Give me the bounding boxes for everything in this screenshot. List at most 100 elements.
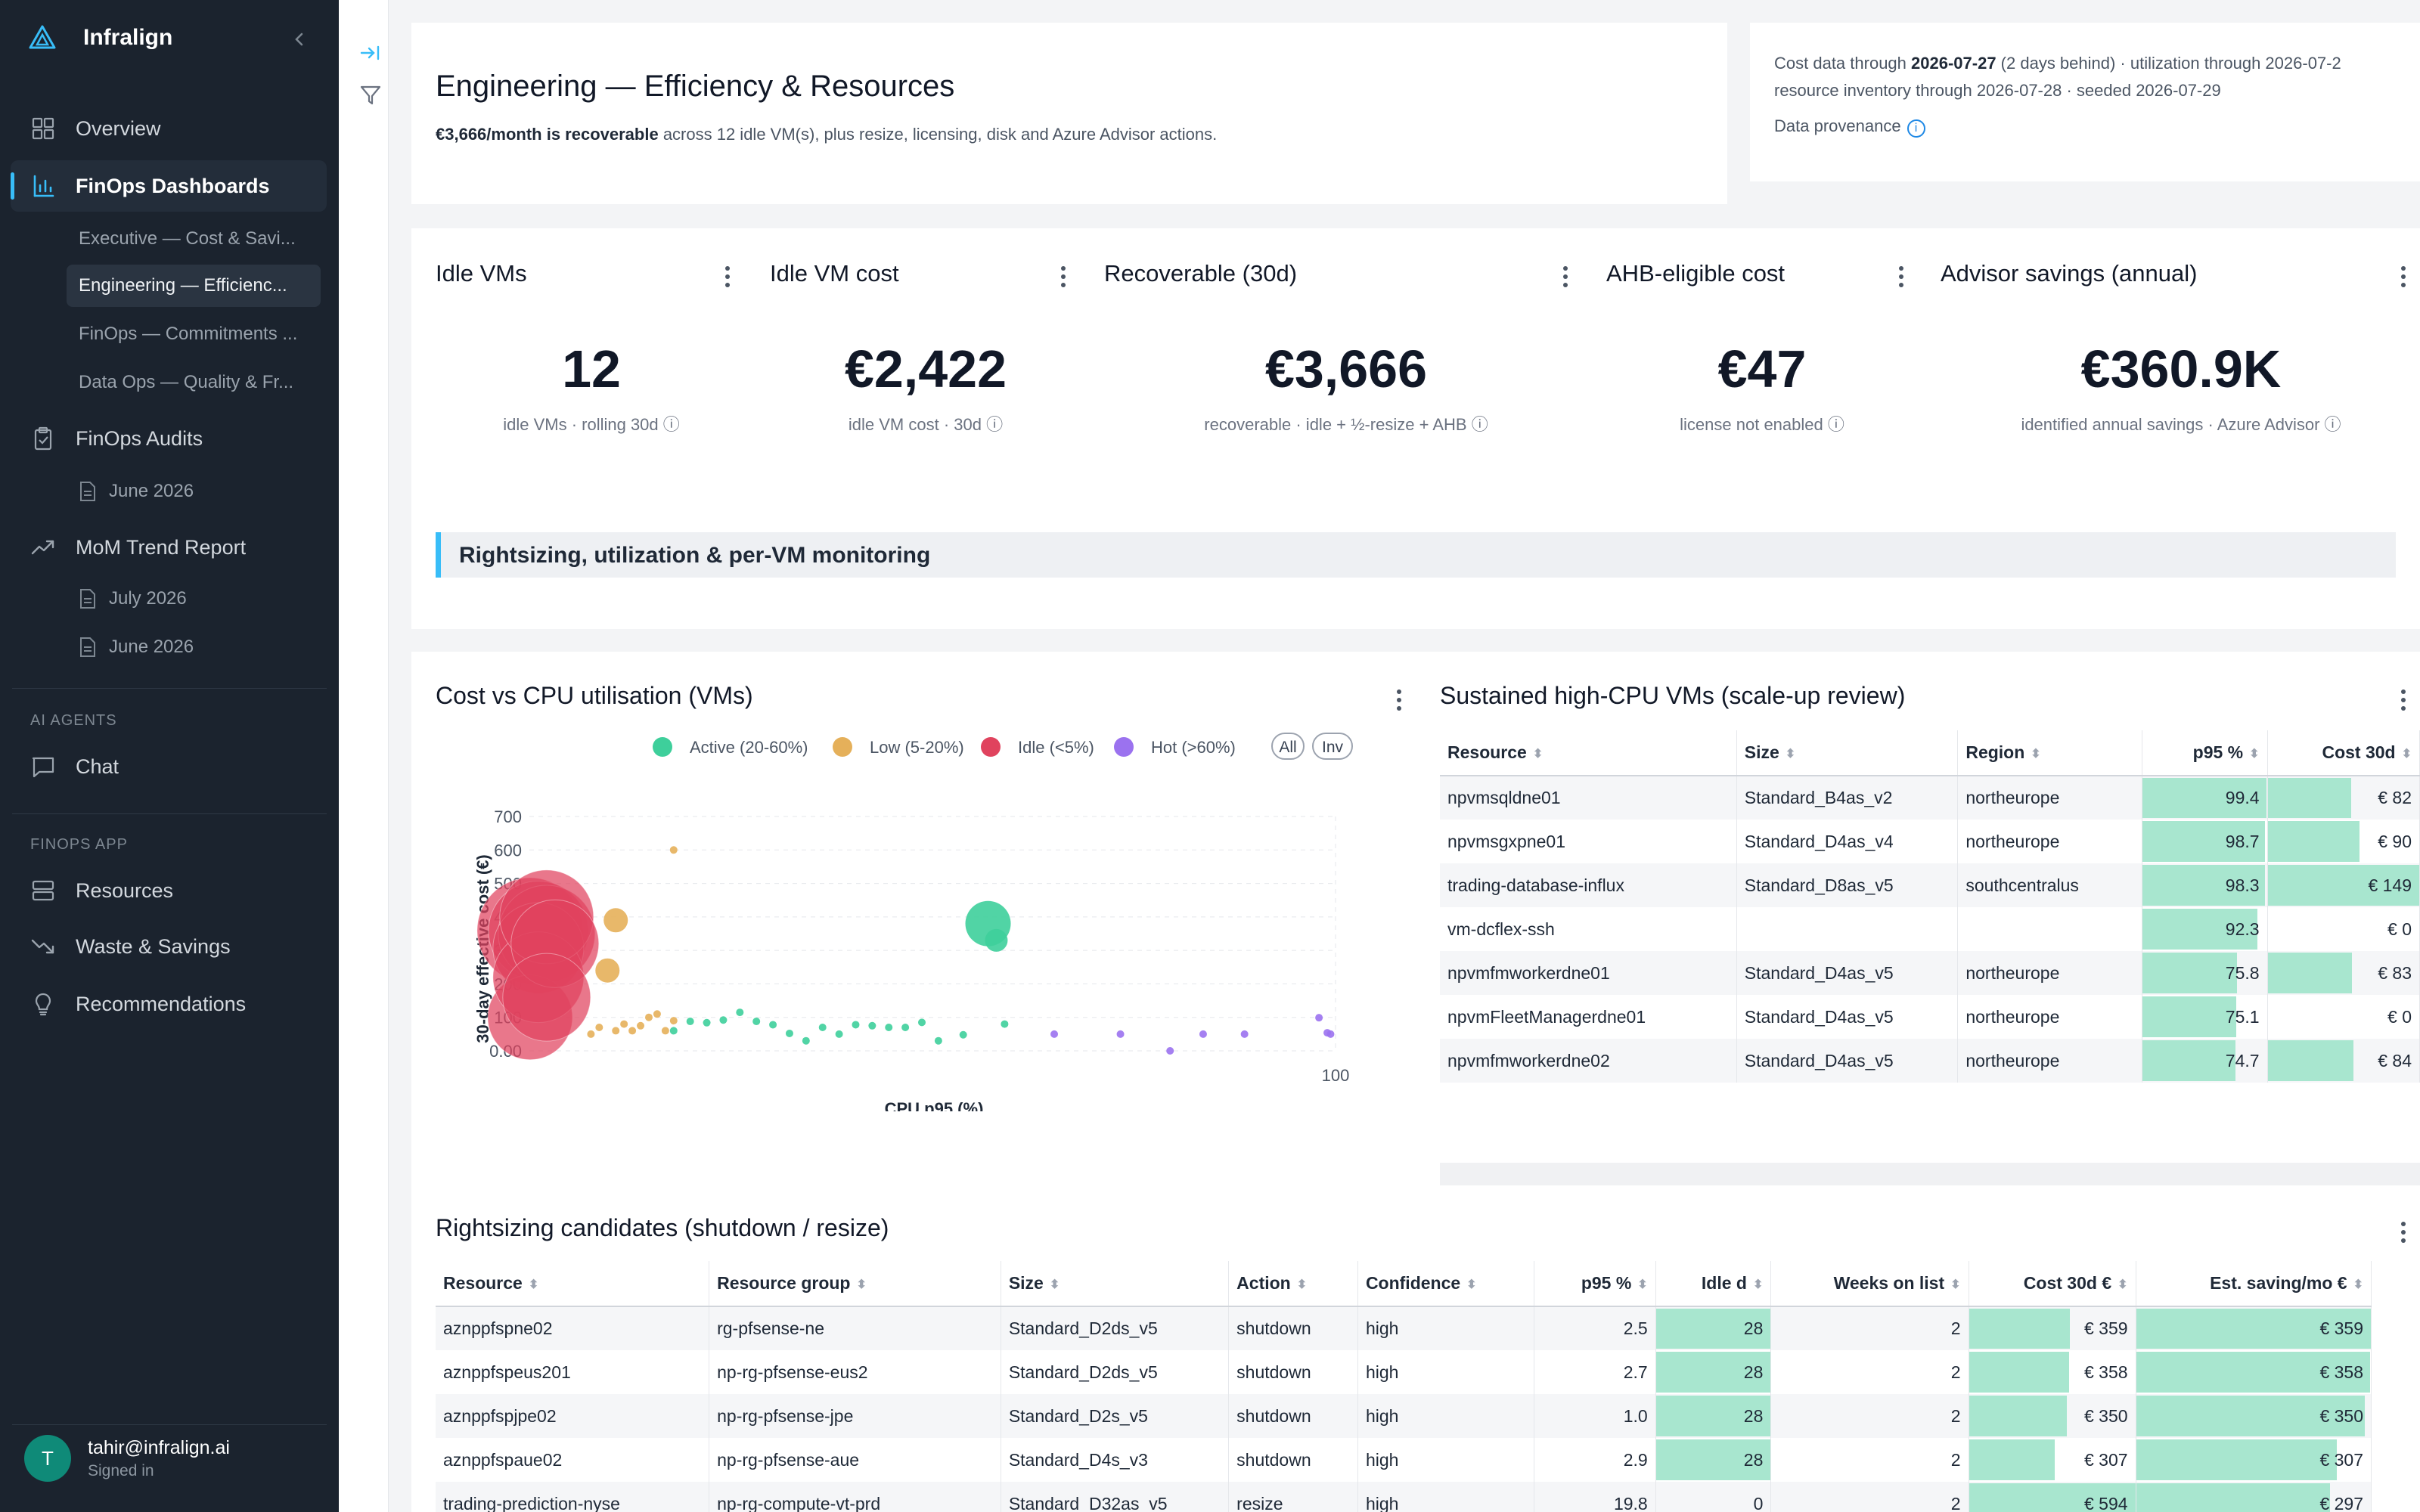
data-point[interactable] (719, 1016, 728, 1024)
sort-icon[interactable]: ⬍ (2249, 747, 2260, 761)
kpi-menu-icon[interactable] (1562, 265, 1568, 289)
horizontal-scrollbar[interactable] (1440, 1163, 2420, 1185)
sort-icon[interactable]: ⬍ (2031, 747, 2041, 761)
filter-icon[interactable] (358, 83, 383, 107)
highcpu-menu-icon[interactable] (2400, 688, 2406, 712)
table-row[interactable]: aznppfspeus201 np-rg-pfsense-eus2 Standard… (436, 1350, 2372, 1394)
nav-mom-trend-report[interactable]: MoM Trend Report (0, 522, 339, 573)
mom-july-2026[interactable]: July 2026 (79, 578, 187, 620)
data-point[interactable] (918, 1018, 926, 1027)
data-point[interactable] (603, 908, 628, 933)
data-point[interactable] (985, 928, 1008, 952)
table-row[interactable]: trading-database-influx Standard_D8as_v5 s… (1440, 863, 2420, 907)
nav-waste-savings[interactable]: Waste & Savings (0, 921, 339, 972)
nav-finops-dashboards[interactable]: FinOps Dashboards (0, 160, 339, 212)
column-header[interactable]: Resource ⬍ (1440, 730, 1737, 776)
scatter-menu-icon[interactable] (1396, 688, 1402, 712)
sort-icon[interactable]: ⬍ (1785, 747, 1796, 761)
column-header[interactable]: p95 % ⬍ (2142, 730, 2268, 776)
table-row[interactable]: npvmsgxpne01 Standard_D4as_v4 northeurope 9… (1440, 820, 2420, 863)
data-point[interactable] (644, 1013, 653, 1021)
sort-icon[interactable]: ⬍ (528, 1278, 539, 1291)
data-point[interactable] (502, 953, 591, 1042)
data-point[interactable] (669, 1017, 678, 1025)
column-header[interactable]: Size ⬍ (1736, 730, 1959, 776)
nav-recommendations[interactable]: Recommendations (0, 978, 339, 1030)
legend-label[interactable]: Hot (>60%) (1151, 738, 1236, 757)
sort-icon[interactable]: ⬍ (1049, 1278, 1060, 1291)
data-point[interactable] (901, 1024, 910, 1031)
legend-swatch[interactable] (1114, 737, 1134, 757)
data-point[interactable] (612, 1027, 620, 1035)
dashboard-commitments[interactable]: FinOps — Commitments ... (79, 324, 298, 344)
brand[interactable]: Infralign (27, 23, 172, 53)
column-header[interactable]: Idle d ⬍ (1655, 1261, 1772, 1307)
dashboard-executive[interactable]: Executive — Cost & Savi... (79, 228, 296, 249)
table-row[interactable]: aznppfspne02 rg-pfsense-ne Standard_D2ds_v… (436, 1306, 2372, 1350)
sort-icon[interactable]: ⬍ (856, 1278, 867, 1291)
data-point[interactable] (852, 1021, 860, 1029)
legend-label[interactable]: Idle (<5%) (1018, 738, 1094, 757)
data-point[interactable] (868, 1021, 876, 1030)
column-header[interactable]: Cost 30d € ⬍ (1969, 1261, 2136, 1307)
data-point[interactable] (653, 1010, 661, 1018)
data-point[interactable] (669, 1027, 678, 1035)
legend-label[interactable]: Low (5-20%) (870, 738, 964, 757)
column-header[interactable]: Cost 30d ⬍ (2267, 730, 2420, 776)
audit-june-2026[interactable]: June 2026 (79, 470, 194, 513)
data-point[interactable] (1240, 1030, 1249, 1038)
legend-label[interactable]: Active (20-60%) (690, 738, 808, 757)
data-provenance-link[interactable]: Data provenance i (1774, 116, 1925, 138)
kpi-menu-icon[interactable] (1898, 265, 1904, 289)
data-point[interactable] (628, 1027, 637, 1035)
legend-swatch[interactable] (653, 737, 672, 757)
column-header[interactable]: Size ⬍ (1001, 1261, 1230, 1307)
column-header[interactable]: Est. saving/mo € ⬍ (2136, 1261, 2372, 1307)
dashboard-dataops[interactable]: Data Ops — Quality & Fr... (79, 372, 294, 392)
nav-finops-audits[interactable]: FinOps Audits (0, 413, 339, 464)
data-point[interactable] (1050, 1030, 1059, 1038)
sort-icon[interactable]: ⬍ (2353, 1278, 2363, 1291)
rightsizing-menu-icon[interactable] (2400, 1220, 2406, 1244)
expand-panel-icon[interactable] (358, 41, 383, 65)
mom-june-2026[interactable]: June 2026 (79, 626, 194, 668)
column-header[interactable]: Weeks on list ⬍ (1770, 1261, 1969, 1307)
data-point[interactable] (1315, 1014, 1323, 1022)
table-row[interactable]: npvmFleetManagerdne01 Standard_D4as_v5 nor… (1440, 995, 2420, 1039)
column-header[interactable]: Action ⬍ (1228, 1261, 1358, 1307)
legend-all-button[interactable] (1271, 733, 1305, 760)
column-header[interactable]: Confidence ⬍ (1357, 1261, 1534, 1307)
column-header[interactable]: Resource ⬍ (436, 1261, 710, 1307)
data-point[interactable] (620, 1020, 628, 1028)
kpi-menu-icon[interactable] (2400, 265, 2406, 289)
data-point[interactable] (802, 1036, 810, 1045)
sort-icon[interactable]: ⬍ (1752, 1278, 1764, 1291)
table-row[interactable]: npvmfmworkerdne02 Standard_D4as_v5 northeu… (1440, 1039, 2420, 1083)
data-point[interactable] (587, 1030, 595, 1038)
sort-icon[interactable]: ⬍ (1296, 1278, 1308, 1291)
data-point[interactable] (959, 1030, 967, 1039)
nav-chat[interactable]: Chat (0, 741, 339, 792)
table-row[interactable]: npvmsqldne01 Standard_B4as_v2 northeurope 9… (1440, 776, 2420, 820)
data-point[interactable] (637, 1021, 645, 1030)
nav-overview[interactable]: Overview (0, 103, 339, 154)
data-point[interactable] (1116, 1030, 1125, 1038)
data-point[interactable] (1166, 1047, 1174, 1055)
column-header[interactable]: Region ⬍ (1957, 730, 2143, 776)
dashboard-engineering[interactable]: Engineering — Efficienc... (67, 265, 321, 307)
sort-icon[interactable]: ⬍ (1637, 1278, 1648, 1291)
column-header[interactable]: Resource group ⬍ (709, 1261, 1001, 1307)
data-point[interactable] (736, 1009, 744, 1017)
sort-icon[interactable]: ⬍ (1466, 1278, 1477, 1291)
table-row[interactable]: aznppfspjpe02 np-rg-pfsense-jpe Standard_D… (436, 1394, 2372, 1438)
data-point[interactable] (686, 1018, 694, 1026)
data-point[interactable] (669, 846, 678, 854)
kpi-menu-icon[interactable] (724, 265, 731, 289)
table-row[interactable]: npvmfmworkerdne01 Standard_D4as_v5 northeu… (1440, 951, 2420, 995)
scatter-chart[interactable]: Active (20-60%) Low (5-20%) Idle (<5%) Hot … (436, 718, 1373, 1111)
data-point[interactable] (661, 1027, 669, 1035)
data-point[interactable] (934, 1036, 942, 1045)
sort-icon[interactable]: ⬍ (2401, 747, 2412, 761)
column-header[interactable]: p95 % ⬍ (1534, 1261, 1656, 1307)
sort-icon[interactable]: ⬍ (2118, 1278, 2128, 1291)
